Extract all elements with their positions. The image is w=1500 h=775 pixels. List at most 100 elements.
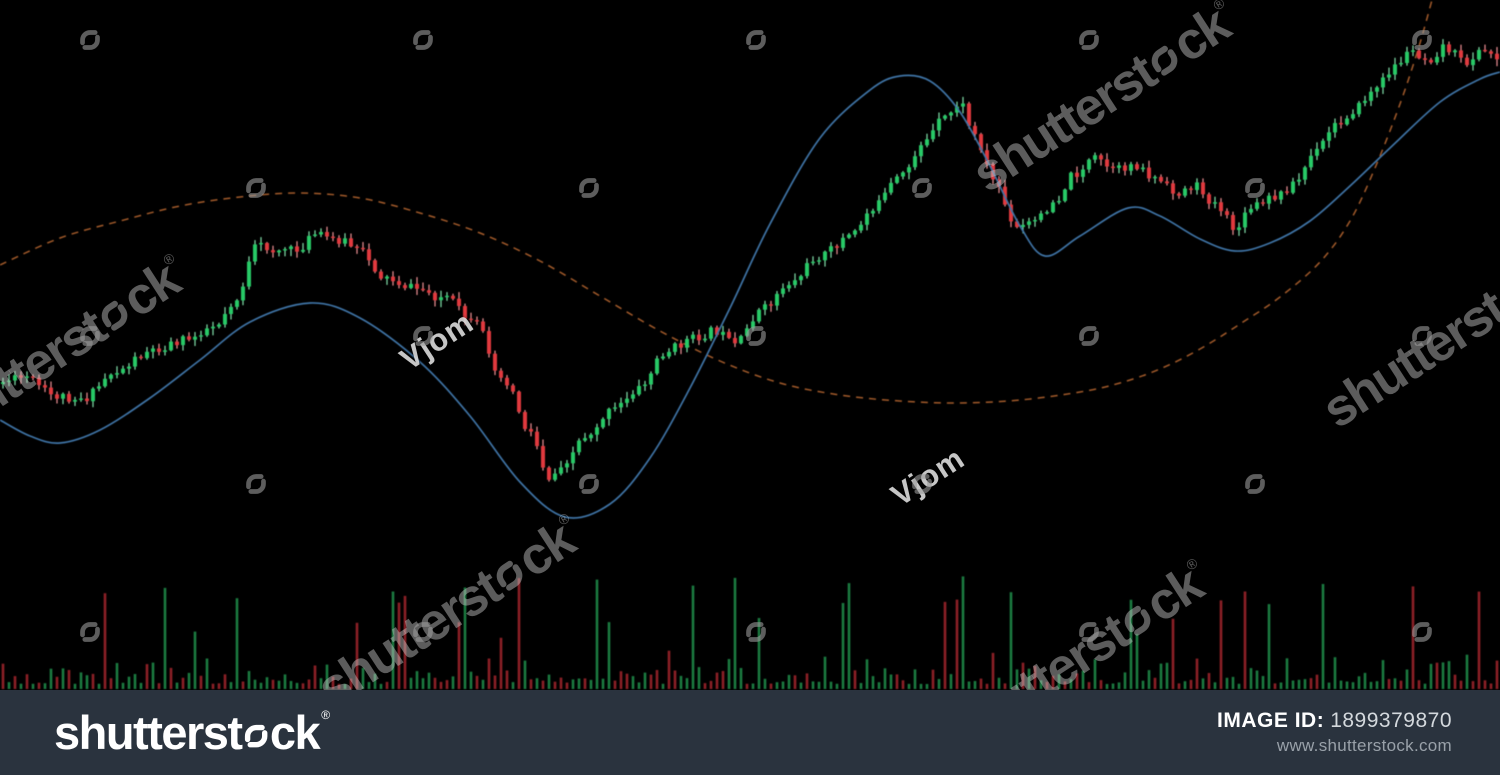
candle-up (637, 386, 641, 395)
candle-up (907, 167, 911, 173)
candle-up (217, 324, 221, 327)
volume-bar (1471, 681, 1475, 689)
candle-up (1255, 202, 1259, 209)
volume-bar (1255, 670, 1259, 689)
volume-bar (259, 682, 263, 689)
volume-bar (1225, 677, 1229, 689)
candle-up (1411, 50, 1415, 52)
volume-bar (1063, 681, 1067, 689)
candle-down (67, 393, 71, 402)
candle-down (469, 318, 473, 321)
volume-bar (301, 683, 305, 689)
candle-up (949, 112, 953, 116)
volume-bar (1081, 670, 1085, 689)
volume-bar (955, 599, 959, 689)
candle-down (1495, 53, 1499, 60)
candle-up (151, 348, 155, 352)
volume-bar (709, 680, 713, 689)
candle-up (895, 176, 899, 183)
volume-bar (781, 681, 785, 689)
candle-up (673, 343, 677, 352)
volume-bar (1441, 662, 1445, 689)
volume-bar (967, 681, 971, 689)
candle-up (805, 263, 809, 277)
volume-bar (985, 683, 989, 689)
volume-bar (757, 618, 761, 689)
candle-up (103, 378, 107, 387)
candle-down (985, 150, 989, 165)
volume-bar (583, 678, 587, 689)
candle-down (1123, 165, 1127, 171)
volume-bar (253, 679, 257, 689)
volume-bar (991, 652, 995, 689)
candle-up (1375, 87, 1379, 92)
candle-up (181, 336, 185, 346)
volume-bar (703, 683, 707, 689)
candle-down (43, 385, 47, 388)
candle-up (1141, 167, 1145, 170)
candle-down (487, 331, 491, 354)
candle-up (1183, 188, 1187, 196)
candle-up (1309, 155, 1313, 168)
logo-text-prefix: shutterst (54, 706, 243, 759)
candle-up (745, 328, 749, 336)
candle-up (865, 213, 869, 225)
volume-bar (1183, 681, 1187, 689)
volume-bar (241, 681, 245, 689)
candle-down (1159, 176, 1163, 182)
candle-down (427, 290, 431, 293)
candle-up (889, 182, 893, 193)
candle-up (625, 398, 629, 403)
volume-bar (643, 672, 647, 689)
candle-down (1459, 50, 1463, 58)
candle-up (913, 156, 917, 168)
volume-bar (1159, 663, 1163, 689)
candle-up (301, 249, 305, 252)
site-url: www.shutterstock.com (1276, 736, 1452, 755)
candle-down (493, 353, 497, 371)
candle-up (1057, 201, 1061, 203)
candle-up (1063, 189, 1067, 201)
candle-down (265, 243, 269, 251)
candle-down (1135, 164, 1139, 170)
candle-up (259, 243, 263, 245)
volume-bar (1393, 678, 1397, 689)
candle-down (1339, 123, 1343, 125)
volume-bar (667, 650, 671, 689)
volume-bar (265, 677, 269, 689)
volume-bar (79, 672, 83, 689)
candle-up (841, 237, 845, 248)
candle-up (1381, 77, 1385, 88)
candle-up (1351, 114, 1355, 119)
candle-down (355, 246, 359, 248)
volume-bar (175, 682, 179, 689)
candle-up (199, 335, 203, 337)
candle-up (1453, 50, 1457, 53)
candle-up (751, 321, 755, 329)
volume-bar (763, 678, 767, 689)
volume-bar (1075, 673, 1079, 689)
candle-up (757, 309, 761, 322)
footer-bar: shutterst ck ® IMAGE ID: 1899379870 www.shu… (0, 690, 1500, 775)
candle-down (535, 431, 539, 447)
candle-down (373, 260, 377, 272)
volume-bar (811, 681, 815, 689)
candle-down (1147, 167, 1151, 179)
volume-bar (835, 683, 839, 689)
volume-bar (871, 676, 875, 689)
candle-down (187, 336, 191, 340)
candle-up (1267, 195, 1271, 204)
volume-bar (469, 671, 473, 689)
volume-bar (193, 631, 197, 689)
volume-bar (895, 674, 899, 689)
candle-up (193, 336, 197, 340)
candle-down (157, 348, 161, 352)
volume-bar (367, 682, 371, 689)
volume-bar (979, 678, 983, 689)
volume-bar (85, 675, 89, 689)
volume-bar (511, 682, 515, 689)
volume-bar (1345, 681, 1349, 689)
volume-bar (745, 683, 749, 689)
candle-up (607, 408, 611, 419)
